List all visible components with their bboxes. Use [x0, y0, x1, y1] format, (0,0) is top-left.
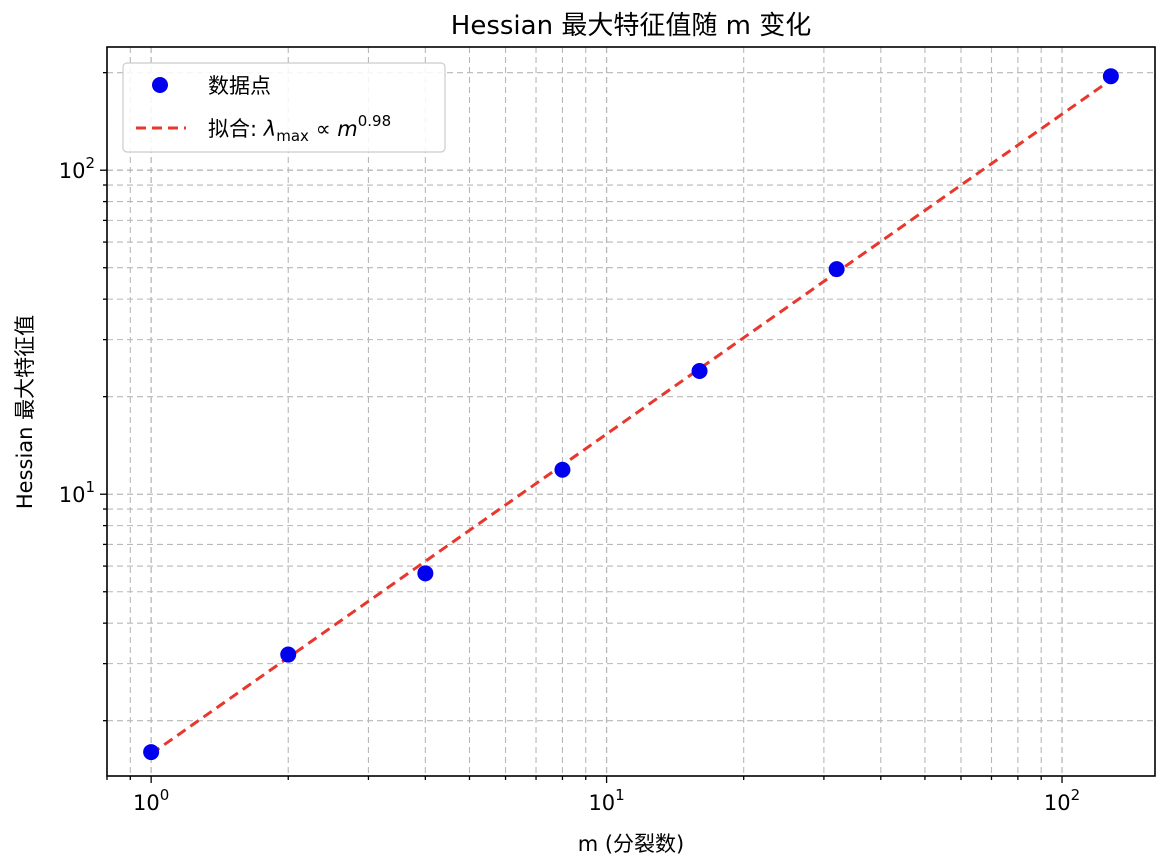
grid [106, 47, 1155, 776]
data-point [417, 565, 434, 582]
chart-title: Hessian 最大特征值随 m 变化 [451, 11, 811, 41]
y-tick-label: 101 [59, 478, 95, 507]
legend-box [122, 62, 446, 153]
data-point [554, 461, 571, 478]
y-tick-label: 102 [59, 154, 95, 183]
x-axis: 100 101 102 [106, 776, 1080, 815]
fit-line-series [150, 78, 1112, 756]
x-tick-label: 101 [588, 786, 624, 815]
y-axis-label: Hessian 最大特征值 [13, 315, 37, 509]
legend: 数据点 拟合: λmax ∝ m0.98 [122, 62, 446, 153]
data-point [1102, 68, 1119, 85]
x-axis-label: m (分裂数) [578, 832, 685, 856]
plot-frame [106, 46, 1156, 777]
data-point [691, 363, 708, 380]
scatter-series [143, 68, 1119, 761]
legend-marker-points [152, 77, 168, 93]
x-tick-label: 102 [1044, 786, 1080, 815]
data-point [828, 261, 845, 278]
legend-label-points: 数据点 [208, 74, 271, 98]
data-point [280, 646, 297, 663]
data-point [143, 744, 160, 761]
x-tick-label: 100 [133, 786, 169, 815]
fit-line [150, 78, 1112, 756]
y-axis: 101 102 [59, 72, 107, 722]
legend-label-fit: 拟合: λmax ∝ m0.98 [208, 112, 391, 145]
